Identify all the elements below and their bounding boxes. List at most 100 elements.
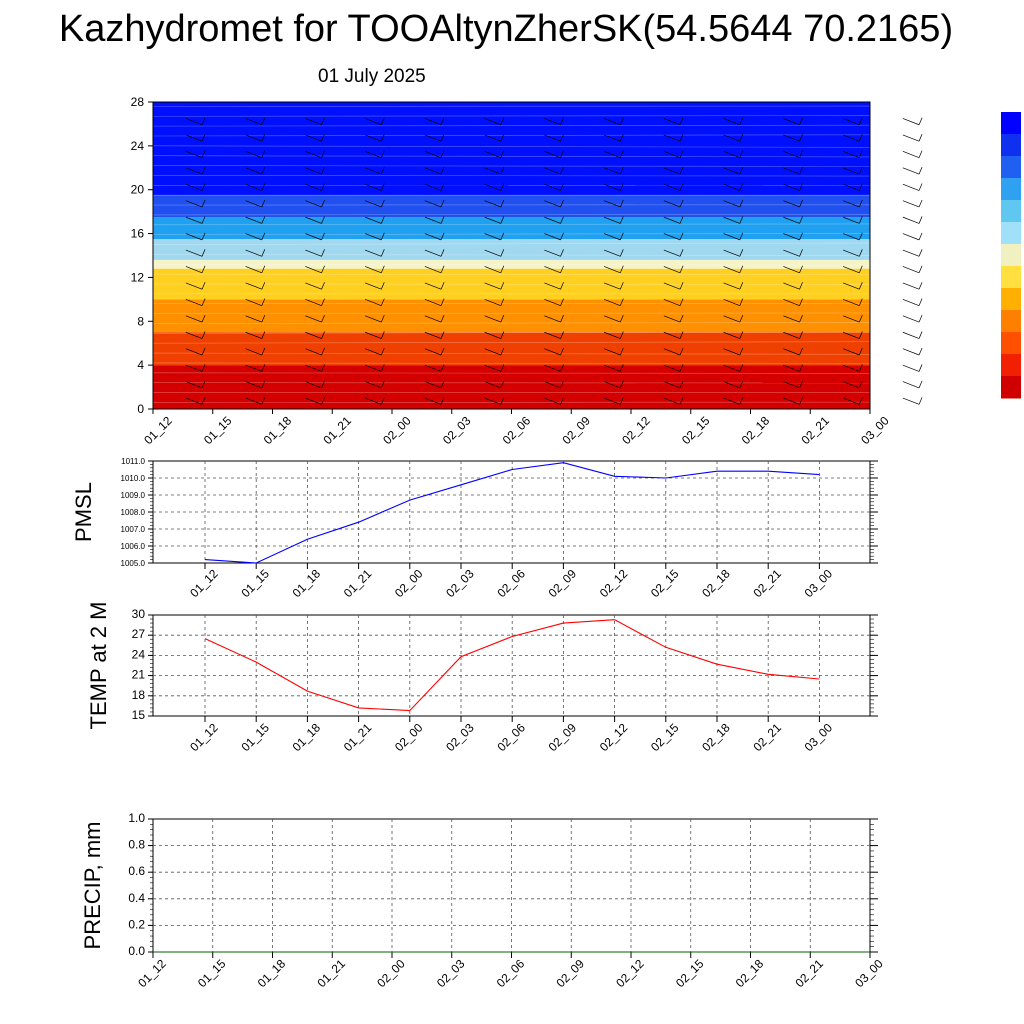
wind-barb-flag bbox=[918, 282, 923, 290]
wind-barb-flag bbox=[261, 380, 266, 389]
wind-barb bbox=[902, 381, 920, 389]
colorbar-segment bbox=[1001, 376, 1021, 399]
wind-barb bbox=[902, 151, 920, 158]
wind-barb bbox=[185, 118, 203, 126]
wind-barb bbox=[364, 397, 382, 405]
x-tick-label: 02_06 bbox=[494, 956, 528, 990]
y-tick-label: 28 bbox=[131, 95, 145, 109]
wind-barb bbox=[544, 216, 561, 224]
wind-barb-flag bbox=[739, 232, 744, 241]
wind-barb-flag bbox=[799, 183, 803, 191]
contour-line bbox=[152, 341, 871, 344]
wind-barb bbox=[663, 151, 681, 158]
wind-barb-flag bbox=[500, 199, 505, 208]
wind-barb bbox=[603, 167, 621, 175]
wind-barb bbox=[544, 331, 561, 339]
wind-barb-flag bbox=[858, 199, 863, 208]
x-tick-label: 02_06 bbox=[494, 566, 528, 600]
wind-barb bbox=[842, 282, 860, 290]
wind-barb bbox=[185, 364, 203, 372]
wind-barb bbox=[424, 364, 442, 372]
x-tick-label: 01_18 bbox=[290, 720, 324, 754]
x-tick-label: 02_06 bbox=[494, 720, 528, 754]
wind-barb bbox=[783, 381, 800, 389]
x-tick-label: 02_21 bbox=[750, 720, 784, 754]
wind-barb bbox=[783, 134, 800, 142]
y-tick-label: 0 bbox=[137, 402, 144, 416]
wind-barb-flag bbox=[560, 364, 564, 372]
x-tick-label: 01_15 bbox=[195, 956, 229, 990]
wind-barb bbox=[544, 299, 561, 306]
wind-barb-flag bbox=[261, 331, 266, 339]
x-tick-label: 02_00 bbox=[392, 566, 426, 600]
y-tick-label: 18 bbox=[132, 688, 146, 702]
wind-barb-flag bbox=[500, 347, 505, 356]
wind-barb-flag bbox=[799, 364, 803, 372]
wind-barb-flag bbox=[321, 232, 325, 241]
contour-line bbox=[152, 124, 871, 127]
wind-barb bbox=[424, 183, 442, 191]
wind-barb-flag bbox=[918, 216, 923, 224]
wind-barb-flag bbox=[261, 117, 266, 125]
y-tick-label: 0.2 bbox=[128, 917, 145, 931]
wind-barb bbox=[364, 266, 382, 274]
wind-barb bbox=[783, 299, 800, 306]
x-tick-label: 02_03 bbox=[440, 413, 474, 447]
wind-barb bbox=[783, 216, 800, 224]
wind-barb bbox=[424, 200, 442, 208]
wind-barb bbox=[544, 151, 561, 158]
colorbar-segment bbox=[1001, 200, 1021, 223]
y-tick-label: 21 bbox=[132, 668, 146, 682]
wind-barb bbox=[842, 331, 860, 339]
wind-barb-flag bbox=[739, 199, 744, 208]
wind-barb bbox=[603, 381, 621, 389]
wind-barb bbox=[484, 266, 501, 274]
colorbar-segment bbox=[1001, 266, 1021, 289]
wind-barb bbox=[902, 348, 920, 356]
wind-barb bbox=[484, 364, 501, 372]
wind-barb-flag bbox=[440, 331, 445, 339]
heatmap-band bbox=[153, 217, 870, 240]
wind-barb-flag bbox=[261, 232, 266, 241]
wind-barb bbox=[305, 183, 322, 191]
wind-barb bbox=[783, 315, 800, 323]
wind-barb bbox=[364, 183, 382, 191]
wind-barb-flag bbox=[679, 298, 684, 306]
wind-barb-flag bbox=[261, 282, 266, 290]
x-tick-label: 03_00 bbox=[802, 720, 836, 754]
contour-line bbox=[152, 175, 871, 177]
wind-barb-flag bbox=[739, 150, 744, 158]
wind-barb bbox=[783, 183, 800, 191]
wind-barb-flag bbox=[858, 282, 863, 290]
wind-barb bbox=[603, 364, 621, 372]
x-tick-label: 02_09 bbox=[546, 720, 580, 754]
wind-barb-flag bbox=[679, 347, 684, 356]
wind-barb bbox=[364, 331, 382, 339]
wind-barb-flag bbox=[380, 314, 385, 323]
wind-barb-flag bbox=[261, 298, 266, 306]
wind-barb-flag bbox=[500, 314, 505, 323]
wind-barb-flag bbox=[201, 331, 206, 339]
wind-barb-flag bbox=[380, 298, 385, 306]
wind-barb-flag bbox=[918, 117, 923, 125]
wind-barb bbox=[185, 331, 203, 339]
wind-barb-flag bbox=[858, 166, 863, 175]
panel-frame bbox=[152, 460, 871, 564]
x-tick-label: 02_03 bbox=[434, 956, 468, 990]
wind-barb bbox=[484, 249, 501, 257]
wind-barb-flag bbox=[619, 232, 624, 241]
wind-barb bbox=[544, 315, 561, 323]
wind-barb-flag bbox=[261, 166, 266, 175]
wind-barb bbox=[842, 249, 860, 257]
wind-barb bbox=[723, 200, 740, 208]
y-tick-label: 4 bbox=[137, 358, 144, 372]
wind-barb-flag bbox=[619, 331, 624, 339]
wind-barb-flag bbox=[679, 265, 684, 273]
wind-barb-flag bbox=[261, 397, 266, 405]
wind-barb-flag bbox=[440, 166, 445, 175]
wind-barb-flag bbox=[261, 265, 266, 273]
wind-barb bbox=[245, 348, 262, 356]
wind-barb bbox=[305, 167, 322, 175]
wind-barb-flag bbox=[201, 347, 206, 356]
wind-barb-flag bbox=[500, 331, 505, 339]
